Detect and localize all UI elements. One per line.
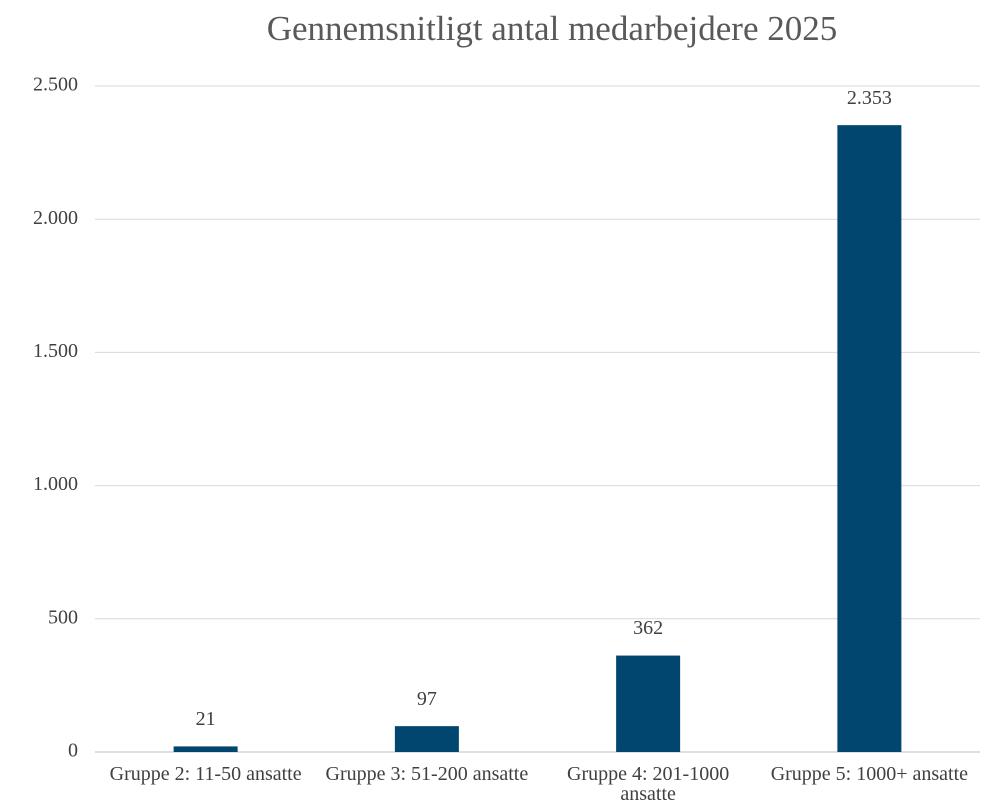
data-label: 21: [196, 708, 216, 730]
x-tick-label: Gruppe 5: 1000+ ansatte: [770, 763, 969, 785]
bar: [616, 655, 681, 752]
y-tick-label: 0: [68, 740, 78, 762]
y-tick-label: 1.500: [33, 340, 78, 362]
data-label: 2.353: [847, 87, 892, 109]
bar: [394, 726, 459, 752]
y-tick-label: 1.000: [33, 473, 78, 495]
data-label: 362: [633, 617, 663, 639]
bar: [837, 125, 902, 753]
x-tick-label: Gruppe 4: 201-1000 ansatte: [567, 763, 730, 805]
bar: [173, 746, 238, 752]
y-tick-label: 2.000: [33, 207, 78, 229]
y-tick-label: 500: [48, 606, 78, 628]
x-tick-label: Gruppe 2: 11-50 ansatte: [109, 763, 302, 785]
x-tick-label: Gruppe 3: 51-200 ansatte: [325, 763, 529, 785]
y-tick-label: 2.500: [33, 74, 78, 96]
chart-title: Gennemsnitligt antal medarbejdere 2025: [267, 9, 838, 48]
data-label: 97: [417, 688, 437, 710]
